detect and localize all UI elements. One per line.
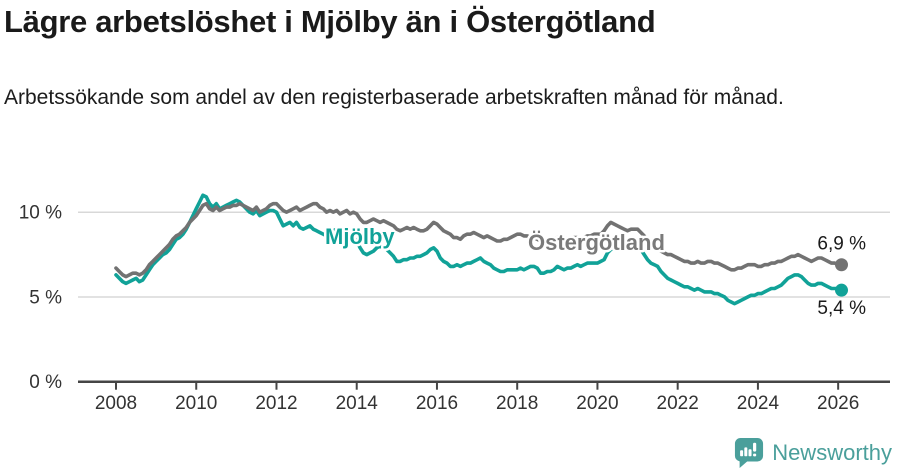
x-tick-label: 2010 [175, 393, 217, 414]
chart-subtitle: Arbetssökande som andel av den registerb… [4, 86, 784, 109]
y-tick-label: 0 % [29, 372, 62, 393]
newsworthy-logo: Newsworthy [734, 436, 892, 470]
x-tick-label: 2024 [737, 393, 780, 414]
x-tick-label: 2012 [255, 393, 297, 414]
series-end-dot [835, 283, 849, 297]
series-end-dot [835, 258, 849, 272]
x-tick-label: 2016 [416, 393, 458, 414]
x-tick-label: 2018 [496, 393, 538, 414]
series-end-value-label: 5,4 % [817, 298, 866, 319]
x-tick-label: 2020 [576, 393, 618, 414]
series-label-ostergotland: Östergötland [528, 230, 665, 255]
y-tick-label: 10 % [19, 203, 62, 224]
series-end-value-label: 6,9 % [817, 234, 866, 255]
series-line-mjolby [114, 193, 844, 306]
series-line-ostergotland [114, 201, 844, 279]
x-tick-label: 2008 [95, 393, 137, 414]
series-label-mjolby: Mjölby [325, 224, 395, 249]
x-tick-label: 2014 [336, 393, 379, 414]
newsworthy-speech-bubble-chart-icon [735, 438, 764, 468]
x-tick-label: 2026 [817, 393, 859, 414]
page-title: Lägre arbetslöshet i Mjölby än i Östergö… [4, 4, 656, 39]
newsworthy-logo-text: Newsworthy [772, 440, 892, 465]
y-tick-label: 5 % [29, 287, 62, 308]
x-tick-label: 2022 [657, 393, 699, 414]
